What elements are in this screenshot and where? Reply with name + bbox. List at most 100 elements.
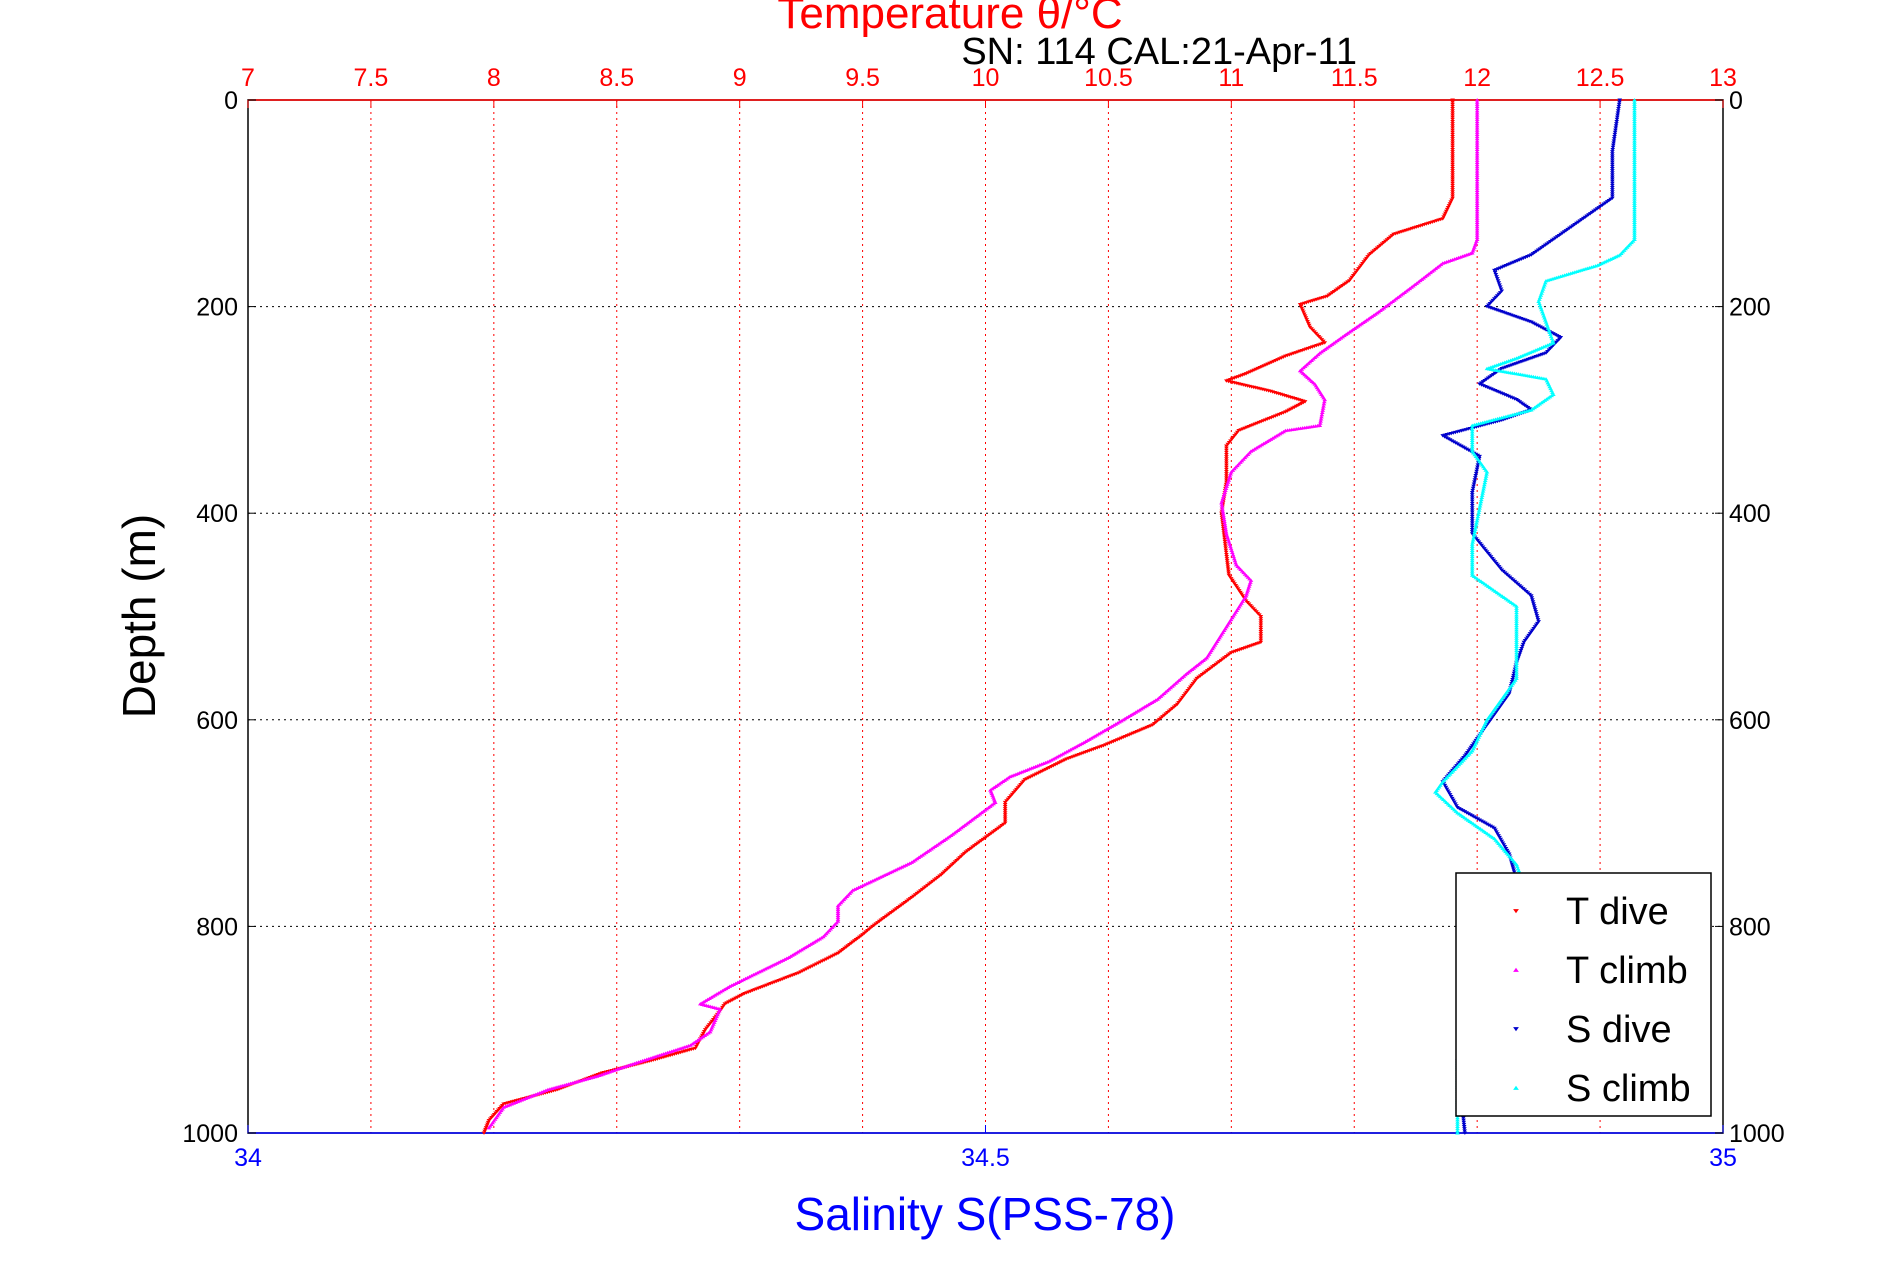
data-point	[1450, 169, 1455, 173]
data-point	[1514, 668, 1519, 672]
data-point	[1469, 436, 1475, 440]
data-point	[1632, 136, 1637, 141]
data-point	[1221, 515, 1227, 519]
data-point	[1002, 809, 1008, 813]
data-point	[1236, 589, 1242, 593]
data-point	[1514, 606, 1519, 610]
data-point	[1500, 841, 1506, 845]
data-point	[1632, 224, 1637, 229]
data-point	[1225, 565, 1231, 569]
data-point	[1002, 807, 1008, 811]
data-point	[482, 1129, 488, 1134]
data-point	[1632, 128, 1637, 132]
data-point	[1474, 203, 1480, 207]
data-point	[1450, 115, 1455, 120]
data-point	[1449, 796, 1455, 801]
data-point	[1483, 476, 1489, 480]
data-point	[1615, 113, 1620, 117]
data-point	[1255, 366, 1261, 371]
top-axis-title: Temperature θ/°C	[777, 0, 1122, 38]
data-point	[1450, 107, 1455, 111]
data-point	[1258, 627, 1264, 632]
data-point	[1474, 141, 1480, 145]
data-point	[1469, 501, 1475, 506]
tick-label-temperature-11: 12.5	[1576, 64, 1625, 92]
data-point	[1463, 752, 1469, 757]
data-point	[1540, 312, 1546, 316]
data-point	[814, 962, 819, 966]
data-point	[1231, 580, 1236, 584]
data-point	[1474, 207, 1480, 212]
data-point	[1231, 556, 1237, 561]
data-point	[1554, 334, 1560, 338]
data-point	[1534, 614, 1540, 618]
data-point	[1469, 438, 1475, 443]
data-point	[1450, 190, 1455, 194]
data-point	[1632, 147, 1637, 152]
data-point	[1474, 177, 1480, 182]
data-point	[1514, 617, 1519, 621]
data-point	[1299, 306, 1305, 311]
data-point	[709, 1019, 715, 1024]
data-point	[1454, 804, 1459, 808]
data-point	[1469, 490, 1475, 495]
tick-layer: 7 7.5 8 8.5 9 9.5 10 10.5 11 11.5 12 12.5 13 34 34.5 35…	[182, 64, 1784, 1172]
data-point	[1541, 285, 1547, 289]
data-point	[1224, 555, 1230, 559]
data-point	[1610, 145, 1616, 150]
data-point	[1469, 425, 1475, 430]
data-point	[1470, 249, 1476, 253]
data-point	[1514, 659, 1519, 663]
data-point	[1045, 766, 1050, 771]
data-point	[1544, 322, 1550, 326]
data-point	[1258, 625, 1264, 630]
data-point	[1450, 175, 1455, 179]
legend-marker-3	[1513, 1085, 1519, 1090]
data-point	[1450, 104, 1455, 109]
data-point	[1632, 102, 1637, 106]
data-point	[1552, 333, 1558, 337]
data-point	[1450, 162, 1455, 167]
data-point	[1043, 767, 1049, 772]
data-point	[1224, 450, 1229, 455]
data-point	[1224, 459, 1229, 463]
data-point	[1474, 235, 1480, 239]
data-point	[1474, 222, 1480, 227]
tick-label-temperature-12: 13	[1709, 64, 1737, 92]
data-point	[1474, 100, 1480, 104]
data-point	[1258, 634, 1264, 638]
data-point	[1469, 495, 1475, 499]
data-point	[1510, 864, 1515, 868]
tick-label-temperature-2: 8	[487, 64, 501, 92]
data-point	[1228, 577, 1234, 581]
data-point	[1461, 1122, 1467, 1127]
data-point	[1511, 868, 1517, 872]
data-point	[1632, 104, 1637, 109]
data-point	[1632, 162, 1637, 167]
data-point	[1246, 586, 1251, 590]
data-point	[1556, 335, 1562, 339]
data-point	[1610, 175, 1615, 179]
data-point	[1443, 785, 1449, 790]
data-point	[1249, 369, 1255, 373]
tick-label-salinity-1: 34.5	[961, 1144, 1010, 1172]
data-point	[1610, 158, 1615, 162]
data-point	[1258, 617, 1264, 621]
data-point	[1263, 363, 1269, 367]
data-point	[1467, 747, 1473, 751]
data-point	[1474, 132, 1480, 136]
data-point	[1611, 137, 1617, 141]
data-point	[1530, 600, 1536, 604]
data-point	[1258, 623, 1264, 627]
data-point	[1469, 565, 1475, 569]
data-point	[1514, 655, 1519, 659]
data-point	[1469, 514, 1475, 519]
data-point	[1224, 467, 1229, 472]
data-point	[819, 959, 825, 963]
data-point	[1469, 519, 1475, 523]
data-point	[1535, 616, 1540, 620]
data-point	[1632, 171, 1637, 175]
data-point	[827, 955, 833, 960]
data-point	[1610, 156, 1615, 160]
